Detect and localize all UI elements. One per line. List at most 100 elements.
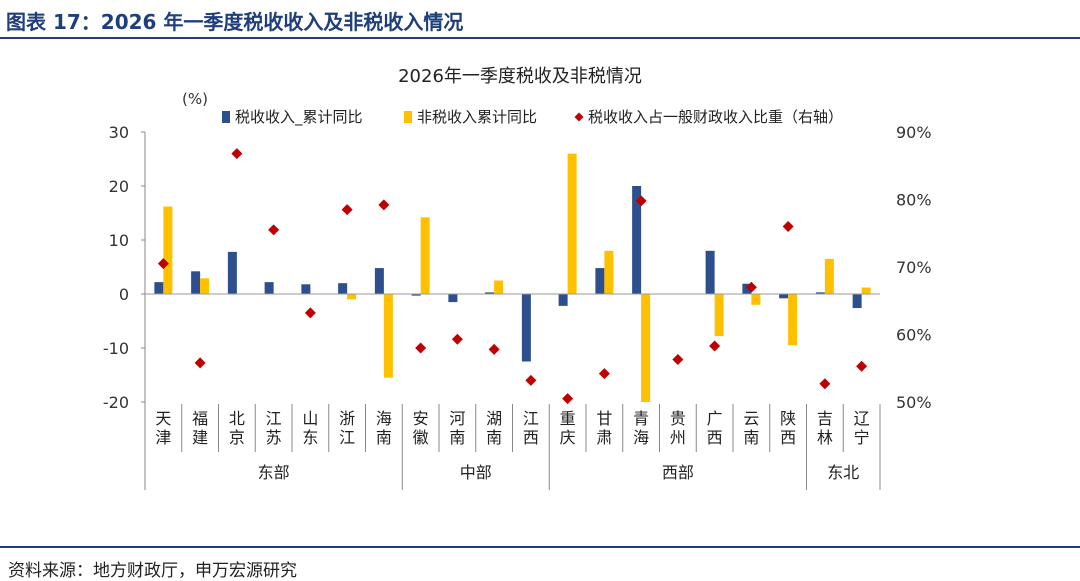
left-tick-label: 30: [109, 123, 129, 142]
share-point: [709, 340, 721, 352]
right-tick-label: 50%: [896, 393, 932, 412]
tax-bar: [227, 251, 237, 294]
category-label: 天津: [155, 409, 171, 447]
category-label: 辽宁: [854, 409, 870, 447]
share-point: [268, 224, 280, 236]
figure-header: 图表 17：2026 年一季度税收收入及非税收入情况: [0, 0, 1080, 40]
category-label: 北京: [229, 409, 245, 447]
share-point: [562, 393, 574, 405]
tax-bar: [338, 283, 348, 294]
nontax-bar: [420, 217, 430, 294]
legend-label: 非税收入累计同比: [417, 108, 537, 126]
legend-swatch: [574, 112, 584, 122]
category-label: 浙江: [339, 409, 355, 447]
tax-bar: [852, 294, 862, 309]
tax-bar: [191, 271, 201, 294]
category-label: 广西: [707, 409, 723, 447]
left-tick-label: -20: [103, 393, 129, 412]
tax-bar: [521, 294, 531, 362]
tax-bar: [264, 282, 274, 294]
category-labels: 天津福建北京江苏山东浙江海南安徽河南湖南江西重庆甘肃青海贵州广西云南陕西吉林辽宁…: [155, 409, 869, 482]
nontax-bar: [604, 250, 614, 294]
chart: 2026年一季度税收及非税情况 (%) 30 20 10 0 -10 -20 90% 80% 7…: [103, 66, 932, 490]
axes-layer: 30 20 10 0 -10 -20 90% 80% 70% 60% 50%: [103, 123, 932, 490]
group-label: 东部: [258, 463, 290, 482]
nontax-bar: [788, 294, 798, 346]
category-label: 重庆: [560, 409, 576, 447]
group-label: 中部: [460, 463, 492, 482]
nontax-bar: [567, 153, 577, 294]
right-tick-label: 70%: [896, 258, 932, 277]
legend-label: 税收收入_累计同比: [235, 108, 363, 127]
tax-bar: [411, 294, 421, 296]
source-note: 资料来源：地方财政厅，申万宏源研究: [8, 561, 297, 581]
nontax-bar: [861, 287, 871, 294]
category-label: 河南: [449, 409, 465, 447]
category-label: 吉林: [817, 409, 833, 447]
nontax-bar: [714, 294, 724, 337]
category-label: 贵州: [670, 409, 686, 447]
group-label: 西部: [662, 463, 694, 482]
tax-bar: [815, 292, 825, 294]
right-tick-label: 80%: [896, 191, 932, 210]
share-point: [598, 368, 610, 380]
tax-bar: [595, 268, 605, 294]
share-point: [231, 148, 243, 160]
tax-bar: [448, 294, 458, 303]
nontax-bar: [494, 280, 504, 294]
category-label: 江西: [523, 409, 539, 447]
nontax-bar: [824, 258, 834, 294]
left-tick-label: 0: [119, 285, 129, 304]
category-label: 海南: [376, 409, 392, 447]
category-label: 山东: [302, 409, 318, 447]
tax-bar: [742, 283, 752, 294]
share-point: [194, 357, 206, 369]
right-tick-label: 90%: [896, 123, 932, 142]
nontax-bar: [200, 278, 210, 294]
left-tick-label: 10: [109, 231, 129, 250]
right-tick-label: 60%: [896, 326, 932, 345]
group-label: 东北: [827, 463, 859, 482]
share-point: [745, 281, 757, 293]
bars-layer: [154, 153, 871, 402]
category-label: 福建: [192, 409, 208, 447]
share-point: [782, 221, 794, 232]
tax-bar: [154, 282, 164, 294]
tax-bar: [301, 284, 311, 294]
left-tick-label: -10: [103, 339, 129, 358]
tax-bar: [705, 250, 715, 294]
share-point: [856, 360, 868, 372]
nontax-bar: [163, 206, 173, 294]
share-point: [819, 378, 831, 390]
share-point: [378, 199, 390, 211]
chart-title: 2026年一季度税收及非税情况: [398, 66, 642, 87]
share-point: [304, 307, 316, 319]
share-point: [451, 333, 463, 345]
legend-swatch: [404, 111, 412, 123]
legend-label: 税收收入占一般财政收入比重（右轴）: [588, 108, 843, 126]
legend-swatch: [222, 111, 230, 123]
share-point: [488, 343, 500, 355]
tax-bar: [374, 268, 384, 294]
category-label: 安徽: [413, 409, 429, 447]
header-rule: [0, 37, 1080, 39]
tax-bar: [632, 186, 642, 294]
nontax-bar: [383, 294, 393, 378]
points-layer: [157, 148, 868, 405]
category-label: 甘肃: [596, 409, 612, 447]
nontax-bar: [751, 294, 761, 305]
share-point: [635, 195, 647, 207]
left-tick-label: 20: [109, 177, 129, 196]
category-label: 云南: [743, 409, 759, 447]
share-point: [415, 342, 427, 354]
category-label: 陕西: [780, 409, 796, 447]
nontax-bar: [641, 294, 651, 402]
tax-bar: [485, 292, 495, 294]
share-point: [525, 374, 537, 386]
legend: 税收收入_累计同比 非税收入累计同比 税收收入占一般财政收入比重（右轴）: [222, 108, 843, 127]
left-axis-label: (%): [182, 90, 208, 108]
tax-bar: [779, 294, 789, 299]
category-label: 江苏: [266, 409, 282, 447]
nontax-bar: [347, 294, 357, 300]
share-point: [672, 353, 684, 365]
